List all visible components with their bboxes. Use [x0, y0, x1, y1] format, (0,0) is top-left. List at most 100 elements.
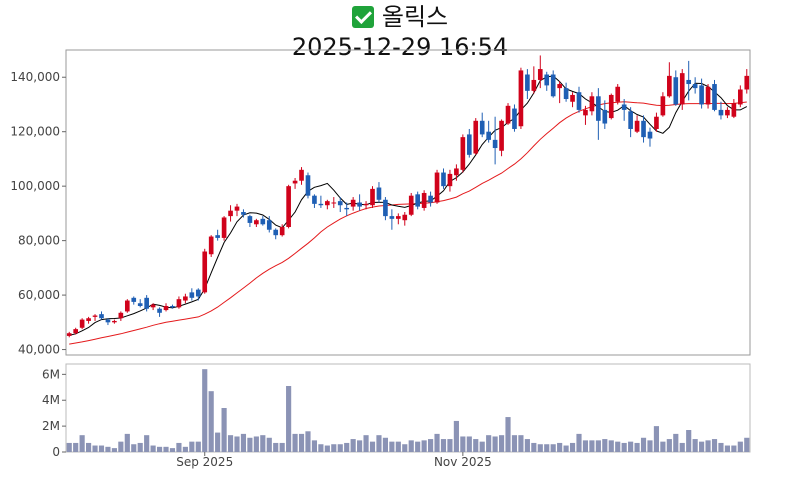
candle-body	[692, 84, 698, 89]
volume-bar	[557, 442, 563, 452]
candle	[312, 194, 317, 208]
volume-bar	[666, 439, 672, 452]
candle-body	[679, 73, 685, 105]
candle	[673, 70, 679, 106]
candle-body	[518, 70, 524, 127]
volume-bar	[686, 430, 692, 452]
candle	[266, 216, 272, 233]
candle	[583, 105, 588, 125]
candle-body	[725, 109, 730, 116]
volume-bar	[679, 442, 685, 452]
candle-body	[466, 134, 472, 155]
candle	[692, 77, 698, 94]
candle-body	[344, 207, 350, 210]
candle	[499, 119, 504, 157]
candle	[228, 205, 233, 222]
candle-body	[357, 202, 362, 207]
candle-body	[641, 120, 646, 138]
candle-body	[576, 92, 582, 110]
candle-body	[402, 214, 408, 221]
candle	[157, 307, 162, 317]
candle	[576, 86, 582, 113]
candle-body	[79, 319, 85, 328]
volume-bar	[221, 408, 227, 452]
candle-body	[712, 84, 717, 110]
volume-plot-frame	[65, 363, 751, 453]
volume-bar	[434, 433, 440, 452]
volume-bar	[479, 441, 485, 452]
volume-bar	[144, 435, 150, 452]
candle-body	[202, 251, 208, 293]
candle-body	[150, 304, 156, 308]
volume-tick-label: 0	[52, 445, 60, 459]
candle	[421, 190, 427, 211]
price-tick-label: 140,000	[10, 70, 60, 84]
candle	[737, 85, 743, 108]
volume-bar	[279, 442, 285, 452]
candle-body	[118, 312, 124, 319]
volume-bar	[621, 442, 627, 452]
volume-bar	[550, 444, 556, 452]
volume-bar	[73, 442, 79, 452]
candle	[505, 103, 511, 125]
volume-bar	[208, 391, 214, 452]
candle	[383, 197, 388, 221]
price-tick-label: 60,000	[18, 288, 60, 302]
volume-bar	[608, 440, 614, 452]
candle-body	[408, 195, 414, 215]
candle-body	[273, 229, 279, 236]
volume-bar	[156, 446, 163, 452]
volume-bar	[79, 435, 85, 452]
volume-bar	[473, 439, 479, 452]
volume-bar	[298, 433, 305, 452]
candle	[389, 209, 395, 230]
candle-body	[170, 305, 175, 308]
candle-body	[208, 236, 214, 255]
candle	[208, 235, 214, 257]
candle-body	[312, 195, 317, 204]
candle	[363, 201, 369, 210]
candle	[525, 69, 530, 100]
candle	[150, 303, 156, 311]
candle-body	[525, 74, 530, 91]
candle	[441, 168, 446, 189]
candle-body	[363, 203, 369, 206]
volume-bar	[176, 442, 182, 452]
volume-bar	[731, 445, 737, 452]
volume-bar	[253, 436, 259, 452]
candle	[686, 60, 692, 101]
candle-body	[221, 217, 227, 238]
volume-bar	[428, 439, 434, 452]
candle	[279, 224, 285, 237]
candle-body	[589, 96, 595, 112]
volume-bar	[492, 436, 498, 452]
candle-body	[441, 172, 446, 187]
candle	[596, 88, 601, 140]
price-tick-label: 80,000	[18, 234, 60, 248]
volume-bar	[240, 433, 247, 452]
candle	[86, 316, 91, 324]
volume-bar	[137, 442, 143, 452]
volume-bar	[511, 435, 518, 452]
candle	[376, 182, 382, 203]
candle	[170, 304, 175, 309]
volume-bar	[673, 433, 679, 452]
candle-body	[570, 94, 575, 102]
candle-body	[647, 131, 653, 139]
candle-body	[183, 296, 188, 301]
candle	[434, 169, 440, 204]
candle	[124, 299, 130, 313]
volume-bar	[724, 445, 730, 452]
candle	[628, 107, 633, 138]
candle-body	[260, 218, 266, 225]
volume-bar	[357, 440, 363, 452]
candle-body	[395, 216, 401, 219]
candle-body	[105, 319, 111, 323]
candle-body	[318, 203, 324, 206]
candle	[163, 303, 169, 312]
candle-body	[731, 103, 737, 117]
candle-body	[370, 188, 375, 206]
title-datetime: 2025-12-29 16:54	[291, 33, 509, 61]
volume-bar	[589, 440, 595, 452]
candle	[92, 314, 98, 321]
